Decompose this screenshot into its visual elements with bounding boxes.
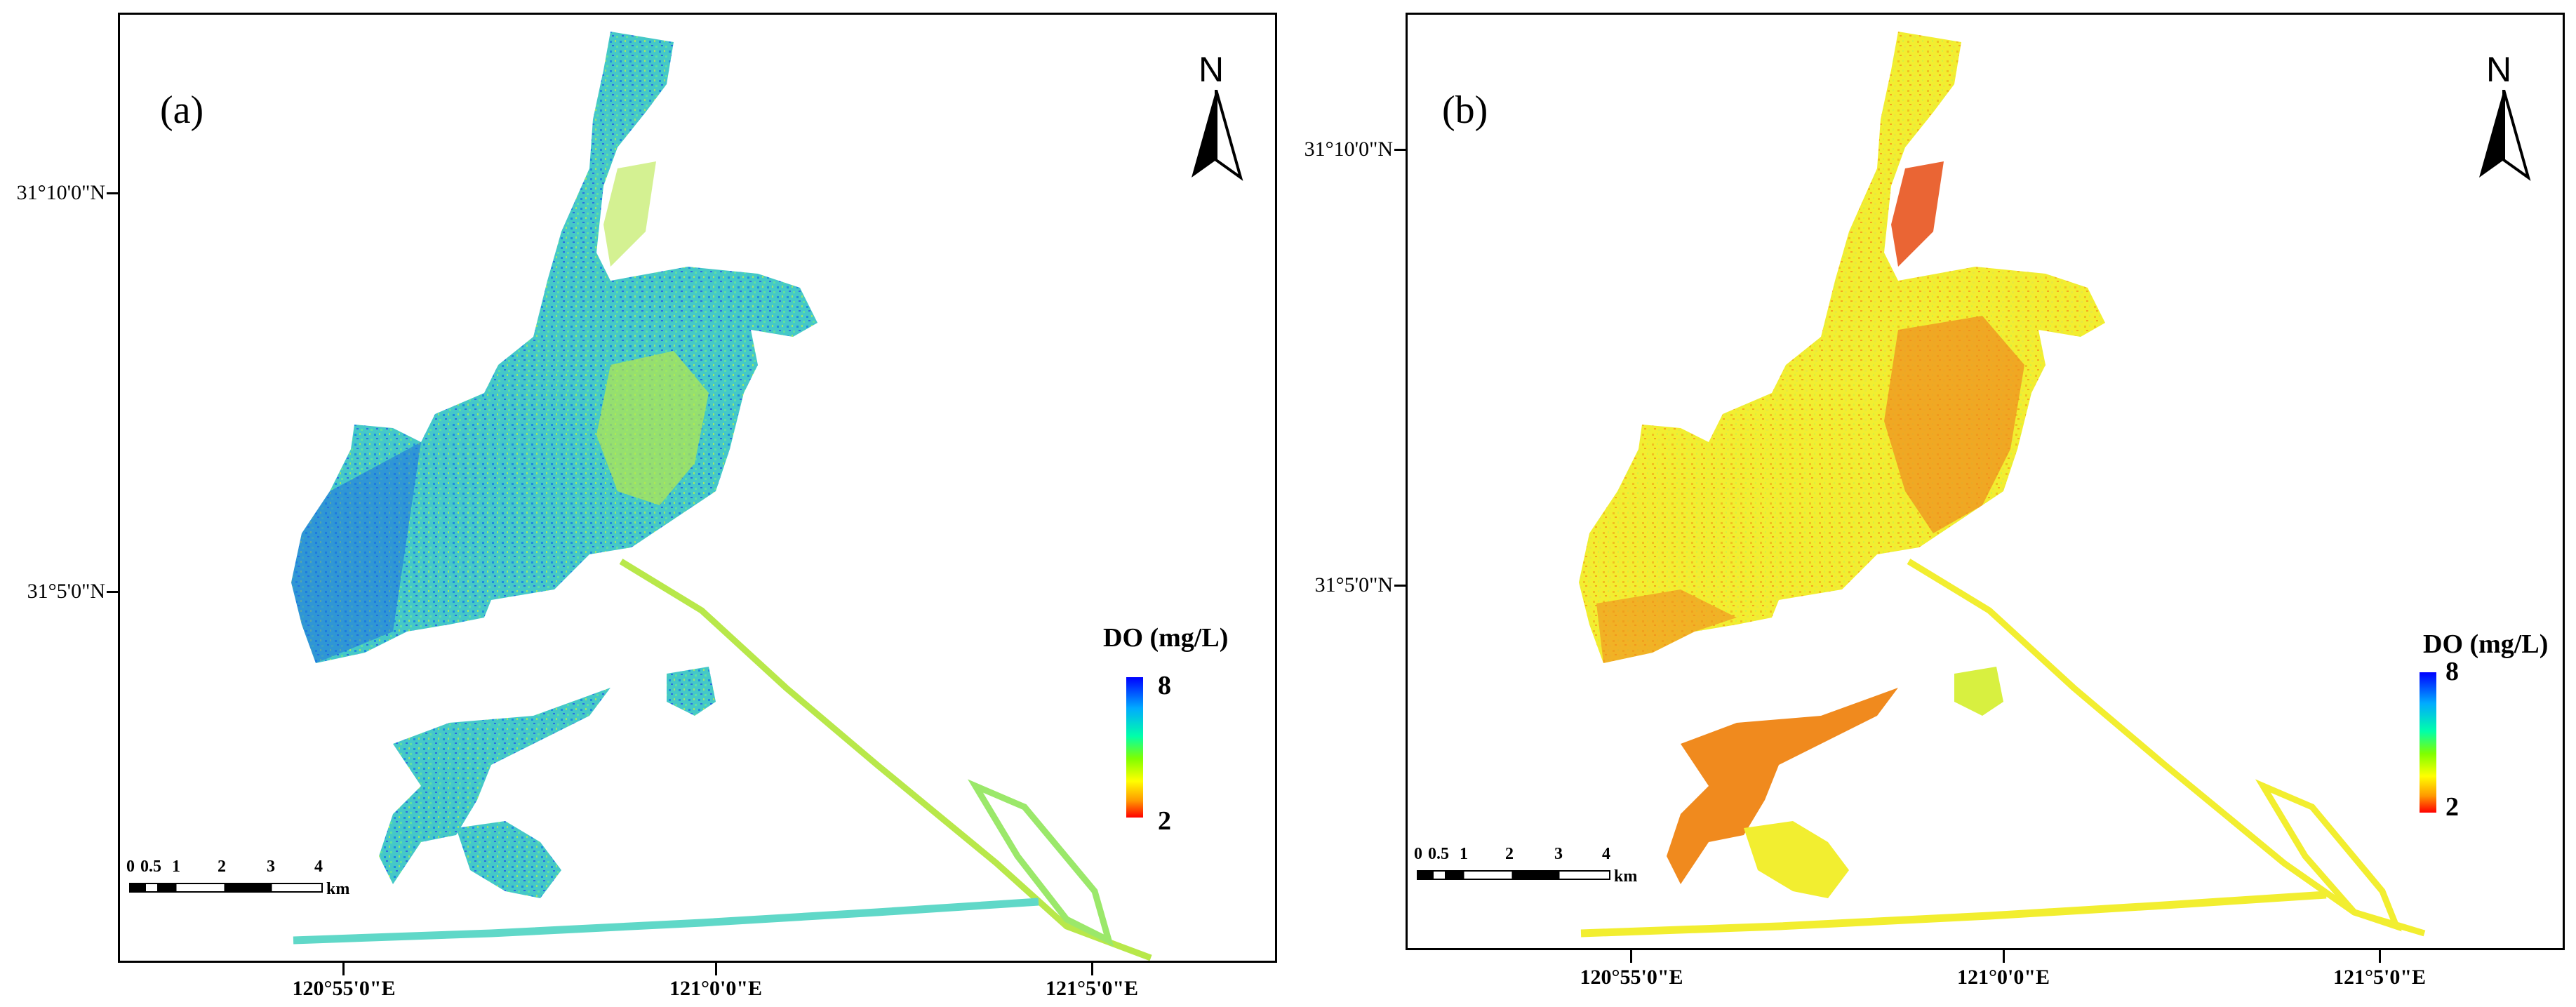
scale-tick-4: 4 — [1602, 845, 1610, 863]
lat-tick — [1394, 585, 1407, 587]
lat-tick — [107, 591, 119, 593]
lon-tick — [2379, 950, 2381, 963]
scale-tick-0-5: 0.5 — [140, 858, 161, 876]
lat-tick — [1394, 149, 1407, 151]
scale-bar-graphic — [129, 883, 323, 893]
legend-title: DO (mg/L) — [2423, 629, 2549, 659]
legend-colorbar — [1126, 677, 1143, 818]
lon-tick — [715, 963, 717, 975]
do-map-a — [291, 32, 1152, 961]
lon-label-121-0: 121°0'0"E — [1957, 966, 2050, 989]
lon-tick — [1630, 950, 1632, 963]
scale-unit: km — [1614, 867, 1638, 886]
west-pond-2-a — [456, 821, 561, 898]
lon-label-120-55: 120°55'0"E — [292, 977, 396, 1000]
north-letter: N — [2486, 50, 2512, 89]
scale-bar: 0 0.5 1 2 3 4 km — [126, 858, 365, 900]
scale-tick-1: 1 — [172, 858, 180, 876]
panel-a: (a) N 31°10'0"N 31°5'0"N 120°55'0"E 121°… — [16, 13, 1277, 1000]
lat-label-31-10: 31°10'0"N — [1304, 138, 1393, 161]
channel-loop-a — [967, 779, 1114, 947]
lake-north-inlet-b — [1891, 161, 1944, 267]
panel-label: (a) — [160, 88, 204, 132]
scale-tick-0-5: 0.5 — [1428, 845, 1449, 863]
lon-tick — [2003, 950, 2005, 963]
southern-canal-a — [293, 898, 1039, 945]
north-arrow-icon — [1192, 90, 1243, 181]
lat-label-31-5: 31°5'0"N — [27, 580, 105, 603]
scale-bar: 0 0.5 1 2 3 4 km — [1414, 845, 1653, 887]
scale-tick-0: 0 — [1414, 845, 1422, 863]
do-map-b — [1579, 32, 2426, 938]
lon-tick — [1091, 963, 1093, 975]
lon-label-121-0: 121°0'0"E — [669, 977, 762, 1000]
north-arrow-icon — [2479, 90, 2531, 181]
small-pond-b — [1954, 667, 2003, 716]
scale-tick-3: 3 — [267, 858, 275, 876]
scale-tick-4: 4 — [314, 858, 323, 876]
lake-center-yellow-a — [596, 351, 709, 505]
legend-max: 8 — [2445, 657, 2459, 686]
west-pond-1-a — [379, 688, 610, 884]
panel-label: (b) — [1442, 88, 1488, 132]
lon-label-121-5: 121°5'0"E — [2333, 966, 2426, 989]
lon-label-120-55: 120°55'0"E — [1580, 966, 1683, 989]
scale-tick-2: 2 — [218, 858, 226, 876]
scale-bar-graphic — [1417, 870, 1610, 880]
scale-unit: km — [326, 880, 350, 898]
legend-colorbar — [2420, 672, 2436, 813]
scale-tick-0: 0 — [126, 858, 135, 876]
lake-main-b — [1579, 32, 2105, 663]
north-arrow: N — [1184, 49, 1248, 182]
legend-title: DO (mg/L) — [1103, 623, 1229, 653]
lake-main-a — [291, 32, 817, 663]
southern-canal-b — [1580, 891, 2327, 938]
west-pond-1-b — [1667, 688, 1898, 884]
scale-tick-2: 2 — [1505, 845, 1514, 863]
legend-max: 8 — [1158, 671, 1171, 700]
north-arrow: N — [2472, 49, 2535, 182]
scale-tick-3: 3 — [1554, 845, 1563, 863]
lake-southwest-orange-b — [1596, 589, 1737, 663]
lat-label-31-5: 31°5'0"N — [1314, 573, 1393, 596]
legend-min: 2 — [1158, 806, 1171, 836]
lake-center-orange-b — [1884, 316, 2024, 533]
legend-min: 2 — [2445, 792, 2459, 822]
lat-tick — [107, 192, 119, 194]
lon-tick — [342, 963, 345, 975]
small-pond-a — [667, 667, 716, 716]
lon-label-121-5: 121°5'0"E — [1046, 977, 1138, 1000]
west-pond-2-b — [1744, 821, 1849, 898]
lake-north-inlet-a — [603, 161, 656, 267]
scale-tick-1: 1 — [1460, 845, 1468, 863]
north-letter: N — [1199, 50, 1224, 89]
lake-west-dark-a — [291, 442, 421, 663]
channel-b — [1907, 559, 2426, 937]
lat-label-31-10: 31°10'0"N — [16, 181, 105, 204]
channel-loop-b — [2255, 779, 2402, 932]
channel-a — [619, 559, 1152, 961]
panel-b: (b) N 31°10'0"N 31°5'0"N 120°55'0"E 121°… — [1288, 0, 2576, 1007]
